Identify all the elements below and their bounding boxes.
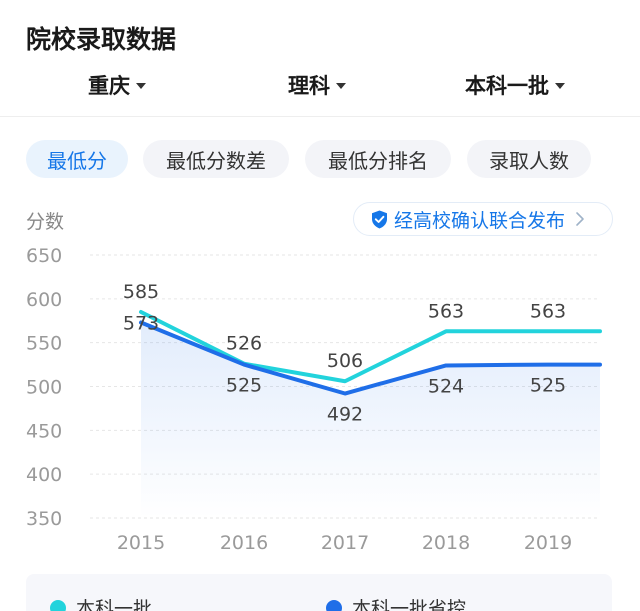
data-label: 563 (530, 300, 566, 322)
tab-admission-count[interactable]: 录取人数 (467, 140, 591, 178)
x-tick-label: 2017 (321, 532, 369, 554)
metric-tabs: 最低分 最低分数差 最低分排名 录取人数 (0, 140, 640, 180)
chart-svg: 650 600 550 500 450 400 350 2015 2016 2017 2018 201… (26, 245, 602, 554)
x-tick-label: 2015 (117, 532, 165, 554)
series-line-2 (139, 320, 602, 396)
series-area (141, 322, 600, 518)
data-label: 525 (530, 375, 566, 397)
legend-label: 本科一批省控 (352, 598, 467, 611)
province-label: 重庆 (88, 74, 130, 98)
data-label: 573 (123, 313, 159, 335)
legend-item-series-1[interactable]: 本科一批 (50, 594, 152, 611)
y-tick-label: 600 (26, 289, 62, 311)
caret-down-icon (336, 83, 346, 89)
chart-legend: 本科一批 本科一批省控 (26, 574, 612, 611)
tab-min-score-diff[interactable]: 最低分数差 (143, 140, 289, 178)
chevron-right-icon (576, 212, 584, 226)
shield-check-icon (372, 210, 387, 228)
x-tick-label: 2016 (220, 532, 268, 554)
legend-dot (326, 599, 342, 611)
batch-dropdown[interactable]: 本科一批 (465, 70, 565, 100)
y-tick-label: 500 (26, 377, 62, 399)
verified-badge-label: 经高校确认联合发布 (394, 209, 566, 232)
data-label: 492 (327, 404, 363, 426)
divider (0, 116, 640, 117)
data-label: 524 (428, 375, 464, 397)
filter-bar: 重庆 理科 本科一批 (0, 70, 640, 106)
legend-label: 本科一批 (76, 598, 153, 611)
subject-dropdown[interactable]: 理科 (288, 70, 346, 100)
y-tick-label: 650 (26, 245, 62, 267)
data-label: 526 (226, 333, 262, 355)
page-title: 院校录取数据 (26, 25, 177, 54)
x-tick-label: 2018 (422, 532, 470, 554)
caret-down-icon (136, 83, 146, 89)
series-line-1 (139, 309, 602, 384)
score-line-chart: 650 600 550 500 450 400 350 2015 2016 2017 2018 201… (0, 240, 640, 560)
caret-down-icon (555, 83, 565, 89)
y-tick-label: 450 (26, 420, 62, 442)
data-label: 563 (428, 300, 464, 322)
x-tick-label: 2019 (524, 532, 572, 554)
province-dropdown[interactable]: 重庆 (88, 70, 146, 100)
data-label: 525 (226, 375, 262, 397)
tab-min-score[interactable]: 最低分 (26, 140, 128, 178)
subject-label: 理科 (288, 74, 330, 98)
y-tick-label: 350 (26, 508, 62, 530)
data-label: 506 (327, 350, 363, 372)
y-axis-label: 分数 (26, 211, 65, 233)
data-label: 585 (123, 281, 159, 303)
legend-dot (50, 599, 66, 611)
tab-min-score-rank[interactable]: 最低分排名 (305, 140, 451, 178)
verified-badge[interactable]: 经高校确认联合发布 (353, 202, 613, 236)
legend-item-series-2[interactable]: 本科一批省控 (326, 594, 466, 611)
batch-label: 本科一批 (465, 74, 549, 98)
y-tick-label: 400 (26, 464, 62, 486)
y-tick-label: 550 (26, 333, 62, 355)
